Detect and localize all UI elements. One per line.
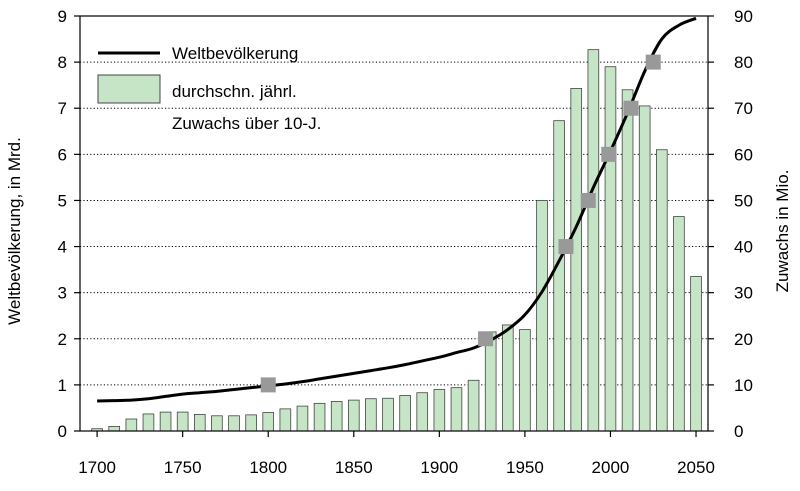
billion-marker bbox=[558, 239, 574, 255]
y-right-tick-label: 10 bbox=[734, 376, 753, 395]
x-tick-label: 1800 bbox=[249, 458, 287, 477]
y-left-tick-label: 9 bbox=[58, 7, 67, 26]
bar bbox=[193, 413, 206, 432]
bar bbox=[570, 87, 583, 432]
legend-bar-label-line2: Zuwachs über 10-J. bbox=[172, 114, 321, 133]
bar bbox=[587, 49, 600, 432]
bar bbox=[142, 413, 155, 432]
population-line bbox=[97, 16, 697, 403]
y-right-tick-label: 20 bbox=[734, 330, 753, 349]
bar bbox=[467, 379, 480, 432]
y-right-tick-label: 40 bbox=[734, 238, 753, 257]
y-left-tick-label: 7 bbox=[58, 99, 67, 118]
bar bbox=[673, 216, 685, 432]
bar bbox=[501, 324, 514, 432]
axis-ticks bbox=[74, 15, 714, 437]
bar bbox=[262, 412, 275, 432]
legend-line-label: Weltbevölkerung bbox=[172, 44, 298, 63]
bar bbox=[553, 120, 565, 432]
x-tick-label: 2050 bbox=[677, 458, 715, 477]
y-left-axis-title: Weltbevölkerung, in Mrd. bbox=[5, 137, 24, 325]
bar bbox=[211, 415, 223, 432]
legend: Weltbevölkerung durchschn. jährl. Zuwach… bbox=[97, 44, 321, 133]
bar bbox=[416, 392, 429, 432]
y-right-tick-label: 50 bbox=[734, 191, 753, 210]
legend-bar-swatch bbox=[97, 74, 161, 104]
bar bbox=[159, 411, 172, 432]
bar bbox=[690, 276, 702, 432]
bar bbox=[433, 389, 446, 432]
y-left-tick-label: 5 bbox=[58, 191, 67, 210]
bar bbox=[347, 399, 360, 432]
bar bbox=[621, 89, 634, 432]
x-tick-label: 1900 bbox=[420, 458, 458, 477]
x-tick-labels: 1700 1750 1800 1850 1900 1950 2000 2050 bbox=[78, 458, 715, 477]
gridlines bbox=[80, 61, 708, 386]
bar bbox=[484, 331, 497, 432]
y-left-tick-label: 8 bbox=[58, 53, 67, 72]
bar-series bbox=[91, 49, 702, 432]
billion-marker bbox=[601, 146, 617, 162]
y-right-axis-title: Zuwachs in Mio. bbox=[773, 170, 792, 293]
billion-marker bbox=[478, 331, 494, 347]
bar bbox=[279, 408, 292, 432]
y-right-tick-label: 0 bbox=[734, 422, 743, 441]
y-left-tick-label: 3 bbox=[58, 284, 67, 303]
bar bbox=[638, 105, 651, 432]
bar bbox=[125, 418, 138, 432]
bar bbox=[655, 149, 668, 432]
billion-marker bbox=[260, 377, 276, 393]
bar bbox=[313, 402, 326, 432]
y-left-tick-label: 4 bbox=[58, 238, 67, 257]
bar bbox=[228, 415, 240, 432]
bar bbox=[604, 66, 617, 432]
x-tick-label: 2000 bbox=[592, 458, 630, 477]
bar bbox=[245, 414, 257, 432]
marker-series bbox=[260, 54, 661, 393]
y-right-tick-label: 60 bbox=[734, 145, 753, 164]
y-left-tick-label: 6 bbox=[58, 145, 67, 164]
x-tick-label: 1950 bbox=[506, 458, 544, 477]
y-right-tick-label: 80 bbox=[734, 53, 753, 72]
y-left-tick-labels: 0 1 2 3 4 5 6 7 8 9 bbox=[58, 7, 67, 441]
line-series bbox=[97, 16, 697, 403]
bar bbox=[519, 329, 531, 432]
bar bbox=[176, 411, 189, 432]
bar bbox=[365, 398, 377, 432]
x-tick-label: 1700 bbox=[78, 458, 116, 477]
bar bbox=[108, 425, 121, 432]
y-left-tick-label: 1 bbox=[58, 376, 67, 395]
y-left-tick-label: 2 bbox=[58, 330, 67, 349]
bar bbox=[296, 405, 309, 432]
y-right-tick-label: 70 bbox=[734, 99, 753, 118]
x-tick-label: 1750 bbox=[164, 458, 202, 477]
bar bbox=[450, 387, 463, 432]
legend-bar-label-line1: durchschn. jährl. bbox=[172, 82, 297, 101]
billion-marker bbox=[623, 100, 639, 116]
y-right-tick-label: 30 bbox=[734, 284, 753, 303]
x-tick-label: 1850 bbox=[335, 458, 373, 477]
bar bbox=[330, 401, 343, 432]
y-right-tick-label: 90 bbox=[734, 7, 753, 26]
bar bbox=[536, 200, 548, 432]
y-left-tick-label: 0 bbox=[58, 422, 67, 441]
billion-marker bbox=[580, 192, 596, 208]
billion-marker bbox=[645, 54, 661, 70]
bar bbox=[382, 397, 394, 432]
bar bbox=[399, 395, 411, 432]
plot-frame bbox=[79, 15, 709, 432]
y-right-tick-labels: 0 10 20 30 40 50 60 70 80 90 bbox=[734, 7, 753, 441]
